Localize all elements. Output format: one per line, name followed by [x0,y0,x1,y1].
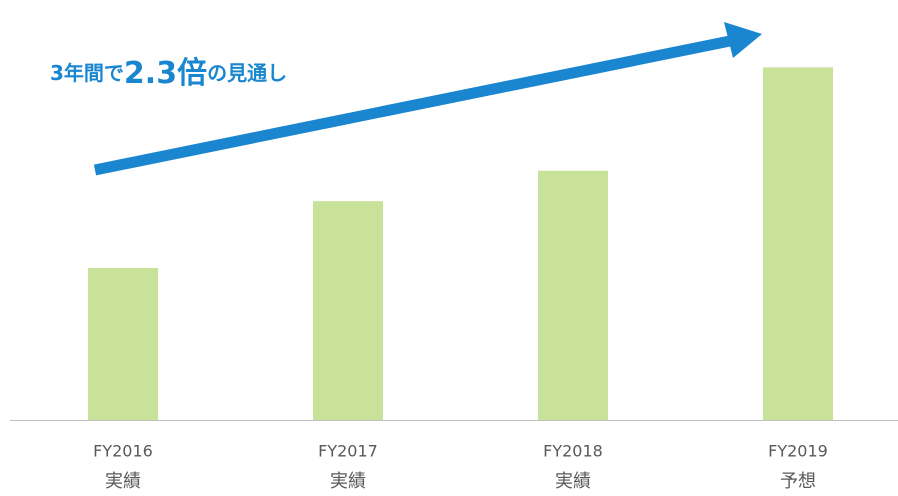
bar [763,67,833,421]
bar [313,201,383,420]
x-tick-sublabel: 実績 [555,471,591,492]
annotation: 3年間で2.3倍の見通し [50,56,287,91]
x-tick-label: FY2019 [768,442,828,461]
x-tick-label: FY2016 [93,442,153,461]
annotation-part: の見通し [207,61,287,85]
annotation-part: 2.3倍 [124,56,207,91]
x-tick-sublabel: 実績 [105,471,141,492]
bar [88,268,158,420]
annotation-part: 3年間で [50,61,124,85]
x-tick-label: FY2017 [318,442,378,461]
x-tick-label: FY2018 [543,442,603,461]
trend-arrow [93,22,762,176]
arrow-head [724,22,762,58]
bar [538,170,608,420]
x-tick-sublabel: 実績 [330,471,366,492]
x-tick-sublabel: 予想 [780,471,816,492]
arrow-shaft [93,35,732,176]
